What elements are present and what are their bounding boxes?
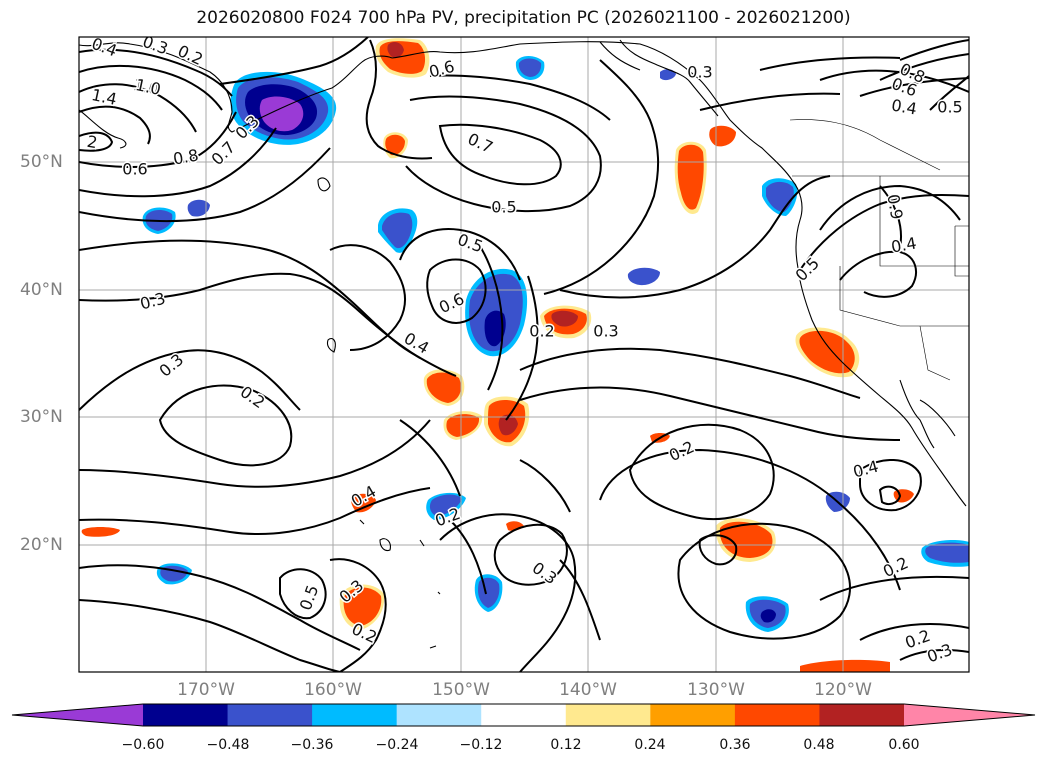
- lon-label-150w: 150°W: [432, 680, 490, 700]
- colorbar-extend-max: [904, 704, 1035, 726]
- lat-label-20n: 20°N: [20, 535, 63, 555]
- contour-label: 0.3: [687, 63, 712, 82]
- colorbar-tick: −0.24: [375, 737, 419, 753]
- colorbar-segment: [819, 704, 905, 726]
- colorbar-tick: 0.48: [803, 737, 835, 753]
- lon-label-170w: 170°W: [177, 680, 235, 700]
- colorbar-segment: [650, 704, 736, 726]
- political-borders: [789, 119, 969, 381]
- pv-contours: [79, 37, 969, 672]
- colorbar-tick: 0.60: [888, 737, 920, 753]
- lat-label-40n: 40°N: [20, 280, 63, 300]
- colorbar-segment: [481, 704, 567, 726]
- contour-label: 0.2: [529, 322, 554, 341]
- colorbar-extend-min: [12, 704, 143, 726]
- colorbar-tick: −0.36: [290, 737, 334, 753]
- colorbar-segment: [143, 704, 229, 726]
- colorbar-segment: [396, 704, 482, 726]
- lon-label-120w: 120°W: [814, 680, 872, 700]
- colorbar-tick: 0.12: [550, 737, 582, 753]
- colorbar-outline: [11, 703, 1036, 727]
- lon-label-130w: 130°W: [687, 680, 745, 700]
- lat-label-30n: 30°N: [20, 407, 63, 427]
- colorbar-segment: [734, 704, 820, 726]
- lat-label-50n: 50°N: [20, 152, 63, 172]
- colorbar: [11, 703, 1036, 727]
- map-frame: [78, 36, 970, 673]
- colorbar-segment: [227, 704, 313, 726]
- contour-label: 0.3: [593, 322, 618, 341]
- colorbar-tick: −0.48: [206, 737, 250, 753]
- colorbar-segment: [565, 704, 651, 726]
- map-title: 2026020800 F024 700 hPa PV, precipitatio…: [196, 8, 851, 28]
- contour-label: 2: [86, 132, 99, 152]
- contour-label: 0.6: [122, 160, 147, 179]
- colorbar-segment: [312, 704, 398, 726]
- colorbar-tick: −0.12: [459, 737, 503, 753]
- contour-label: 0.5: [937, 98, 962, 117]
- lon-label-160w: 160°W: [304, 680, 362, 700]
- contour-label: 0.5: [491, 198, 516, 217]
- contour-label: 1.4: [90, 85, 119, 109]
- colorbar-tick: 0.24: [634, 737, 666, 753]
- colorbar-tick: 0.36: [719, 737, 751, 753]
- graticule-grid: [79, 37, 969, 672]
- colorbar-tick: −0.60: [121, 737, 165, 753]
- lon-label-140w: 140°W: [559, 680, 617, 700]
- precipitation-shading: [81, 38, 969, 672]
- contour-label: 0.4: [890, 233, 918, 256]
